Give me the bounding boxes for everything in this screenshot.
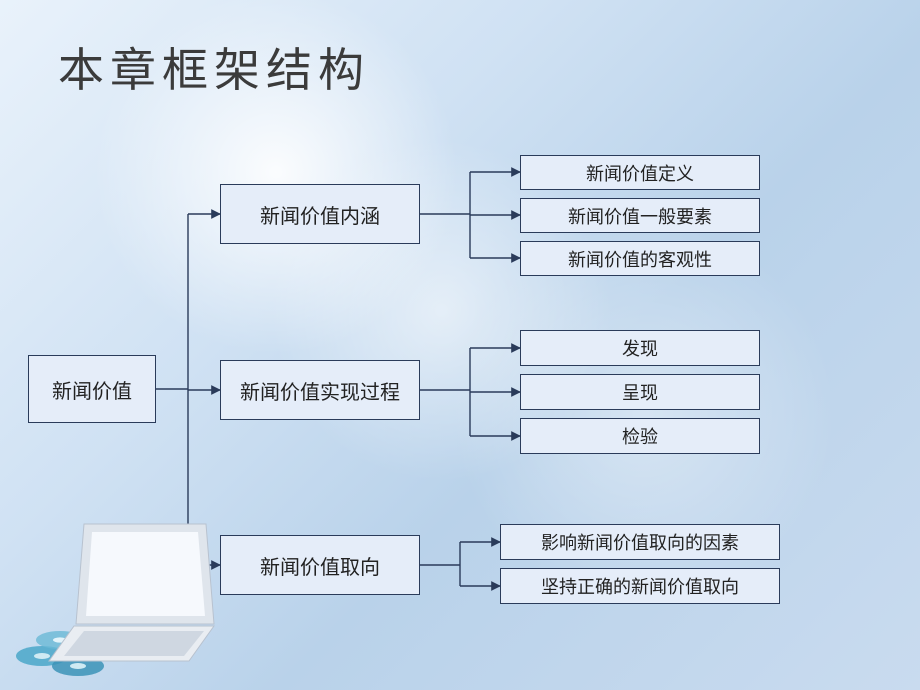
node-g1a: 新闻价值定义 [520,155,760,190]
node-g2a: 发现 [520,330,760,366]
node-m3: 新闻价值取向 [220,535,420,595]
node-g1b: 新闻价值一般要素 [520,198,760,233]
slide-title: 本章框架结构 [58,34,370,100]
node-g1c: 新闻价值的客观性 [520,241,760,276]
node-m1: 新闻价值内涵 [220,184,420,244]
node-m2: 新闻价值实现过程 [220,360,420,420]
node-g3a: 影响新闻价值取向的因素 [500,524,780,560]
node-g3b: 坚持正确的新闻价值取向 [500,568,780,604]
node-g2b: 呈现 [520,374,760,410]
node-root: 新闻价值 [28,355,156,423]
node-g2c: 检验 [520,418,760,454]
laptop-discs-icon [14,506,224,676]
connector-lines [0,0,920,690]
slide-stage: 本章框架结构 [0,0,920,690]
